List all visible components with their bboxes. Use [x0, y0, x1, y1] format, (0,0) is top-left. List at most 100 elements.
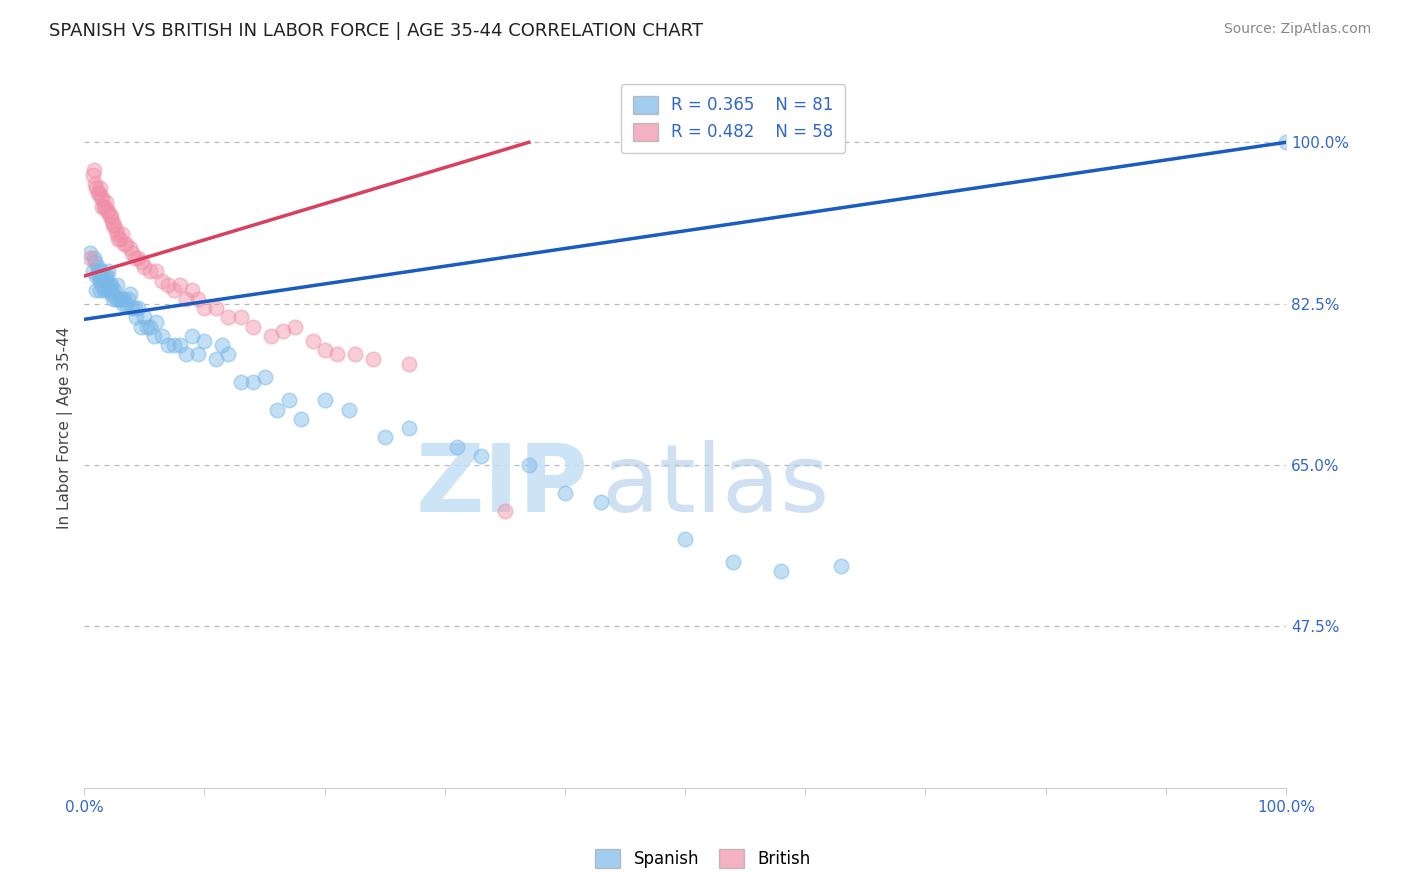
- Point: [118, 241, 141, 255]
- Point: [82, 168, 104, 182]
- Point: [110, 232, 132, 246]
- Point: [110, 292, 132, 306]
- Point: [90, 191, 112, 205]
- Point: [101, 219, 124, 233]
- Point: [290, 412, 312, 426]
- Point: [242, 375, 264, 389]
- Point: [343, 347, 366, 361]
- Point: [118, 287, 141, 301]
- Point: [112, 292, 135, 306]
- Point: [301, 334, 323, 348]
- Point: [398, 357, 420, 371]
- Point: [127, 251, 149, 265]
- Point: [205, 301, 228, 316]
- Point: [1275, 136, 1298, 150]
- Point: [589, 495, 612, 509]
- Point: [89, 274, 111, 288]
- Point: [101, 292, 124, 306]
- Point: [115, 236, 138, 251]
- Point: [84, 283, 107, 297]
- Point: [125, 310, 148, 325]
- Point: [229, 310, 252, 325]
- Point: [101, 287, 124, 301]
- Point: [87, 264, 110, 278]
- Point: [134, 260, 156, 274]
- Point: [87, 268, 110, 283]
- Point: [111, 296, 134, 310]
- Point: [96, 204, 118, 219]
- Point: [266, 402, 288, 417]
- Point: [98, 278, 121, 293]
- Point: [374, 430, 396, 444]
- Point: [218, 310, 240, 325]
- Text: SPANISH VS BRITISH IN LABOR FORCE | AGE 35-44 CORRELATION CHART: SPANISH VS BRITISH IN LABOR FORCE | AGE …: [49, 22, 703, 40]
- Point: [517, 458, 540, 472]
- Point: [107, 292, 129, 306]
- Point: [152, 329, 174, 343]
- Point: [115, 296, 138, 310]
- Point: [83, 251, 105, 265]
- Point: [284, 319, 307, 334]
- Point: [112, 236, 135, 251]
- Point: [93, 268, 115, 283]
- Point: [91, 268, 114, 283]
- Point: [93, 283, 115, 297]
- Point: [91, 278, 114, 293]
- Point: [361, 351, 384, 366]
- Point: [93, 274, 115, 288]
- Point: [100, 283, 122, 297]
- Point: [96, 268, 118, 283]
- Point: [89, 181, 111, 195]
- Y-axis label: In Labor Force | Age 35-44: In Labor Force | Age 35-44: [58, 327, 73, 529]
- Point: [446, 440, 468, 454]
- Text: atlas: atlas: [600, 440, 830, 532]
- Point: [100, 278, 122, 293]
- Point: [90, 268, 112, 283]
- Point: [84, 177, 107, 191]
- Point: [107, 232, 129, 246]
- Point: [229, 375, 252, 389]
- Point: [314, 393, 336, 408]
- Text: Source: ZipAtlas.com: Source: ZipAtlas.com: [1223, 22, 1371, 37]
- Point: [94, 195, 117, 210]
- Point: [169, 338, 191, 352]
- Point: [84, 181, 107, 195]
- Point: [139, 319, 162, 334]
- Point: [271, 324, 294, 338]
- Point: [86, 186, 108, 200]
- Point: [193, 301, 215, 316]
- Point: [673, 532, 696, 546]
- Point: [84, 268, 107, 283]
- Point: [176, 347, 198, 361]
- Point: [337, 402, 360, 417]
- Point: [121, 246, 143, 260]
- Point: [104, 223, 127, 237]
- Point: [90, 264, 112, 278]
- Point: [157, 338, 180, 352]
- Point: [176, 292, 198, 306]
- Point: [124, 301, 146, 316]
- Point: [163, 283, 186, 297]
- Point: [163, 338, 186, 352]
- Point: [97, 264, 120, 278]
- Point: [97, 204, 120, 219]
- Point: [211, 338, 233, 352]
- Point: [259, 329, 281, 343]
- Point: [152, 274, 174, 288]
- Point: [145, 264, 167, 278]
- Point: [94, 278, 117, 293]
- Point: [82, 264, 104, 278]
- Point: [181, 329, 204, 343]
- Point: [470, 449, 492, 463]
- Point: [131, 255, 153, 269]
- Point: [117, 292, 139, 306]
- Point: [110, 292, 132, 306]
- Point: [398, 421, 420, 435]
- Point: [193, 334, 215, 348]
- Point: [94, 274, 117, 288]
- Point: [91, 200, 114, 214]
- Point: [277, 393, 299, 408]
- Point: [101, 213, 124, 227]
- Point: [79, 246, 101, 260]
- Point: [770, 564, 793, 578]
